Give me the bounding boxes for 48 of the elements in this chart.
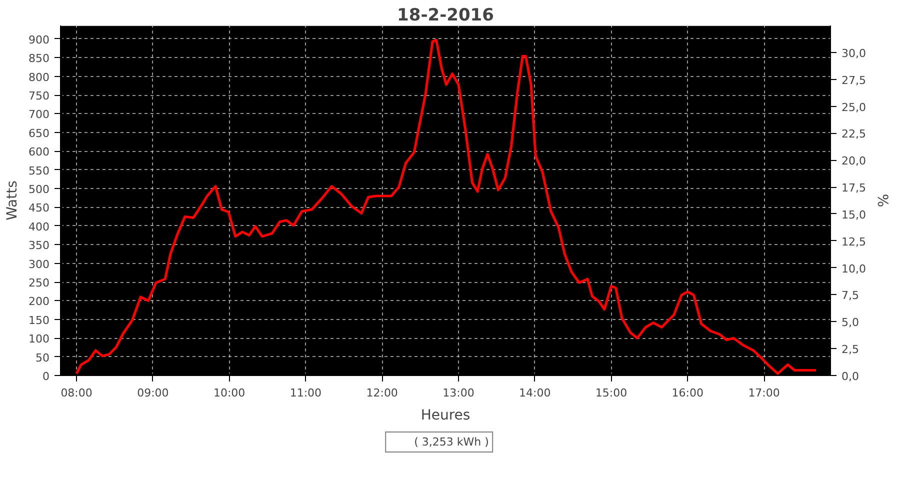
x-tick-label: 14:00 (519, 386, 551, 400)
x-tick-label: 17:00 (748, 386, 780, 400)
y2-tick-label: 0,0 (842, 370, 859, 383)
y-tick-label: 150 (28, 314, 50, 327)
y-tick-label: 600 (28, 146, 50, 159)
line-series (75, 38, 818, 375)
y-tick-label: 650 (28, 126, 50, 140)
y-tick-label: 450 (28, 202, 50, 215)
y2-tick-label: 10,0 (842, 262, 866, 276)
text: ( 3,253 kWh ) (414, 436, 489, 448)
y2-tick-label: 27,5 (842, 74, 866, 87)
y2-axis-title: % (874, 194, 890, 208)
y-axis-title: Watts (4, 180, 21, 220)
y2-tick-label: 5,0 (842, 316, 859, 330)
y-tick-label: 750 (28, 90, 50, 103)
y2-tick-label: 17,5 (842, 182, 866, 195)
y2-tick-label: 15,0 (842, 208, 866, 222)
y-tick-label: 700 (28, 108, 50, 122)
x-tick-label: 11:00 (290, 386, 322, 400)
x-tick-label: 08:00 (60, 386, 92, 400)
y-tick-label: 850 (28, 52, 50, 66)
x-axis-title: Heures (420, 408, 470, 424)
x-tick-label: 12:00 (366, 386, 398, 400)
y2-tick-label: 12,5 (842, 235, 866, 248)
x-tick-label: 10:00 (213, 386, 246, 400)
y-tick-label: 200 (28, 295, 50, 308)
x-tick-label: 16:00 (672, 386, 704, 400)
y2-tick-label: 2,5 (842, 343, 859, 356)
y-tick-label: 250 (28, 276, 50, 290)
chart-title: 18-2-2016 (397, 6, 494, 26)
y2-tick-label: 20,0 (842, 154, 866, 168)
y-tick-label: 800 (28, 70, 50, 84)
y2-tick-label: 25,0 (842, 100, 866, 114)
x-tick-label: 15:00 (595, 386, 628, 400)
y2-tick-label: 22,5 (842, 128, 866, 141)
y-tick-label: 500 (28, 183, 50, 196)
y-tick-label: 900 (28, 33, 50, 46)
y-tick-label: 550 (28, 164, 50, 178)
y-tick-label: 400 (28, 220, 50, 234)
y2-tick-label: 30,0 (842, 46, 866, 60)
y2-tick-label: 7,5 (842, 289, 859, 302)
y-tick-label: 50 (36, 351, 50, 364)
x-tick-label: 13:00 (442, 386, 474, 400)
y-tick-label: 100 (28, 332, 50, 346)
x-tick-label: 09:00 (137, 386, 169, 400)
y-tick-label: 300 (28, 258, 50, 271)
y-tick-label: 350 (28, 239, 50, 252)
y-tick-label: 0 (42, 370, 50, 383)
